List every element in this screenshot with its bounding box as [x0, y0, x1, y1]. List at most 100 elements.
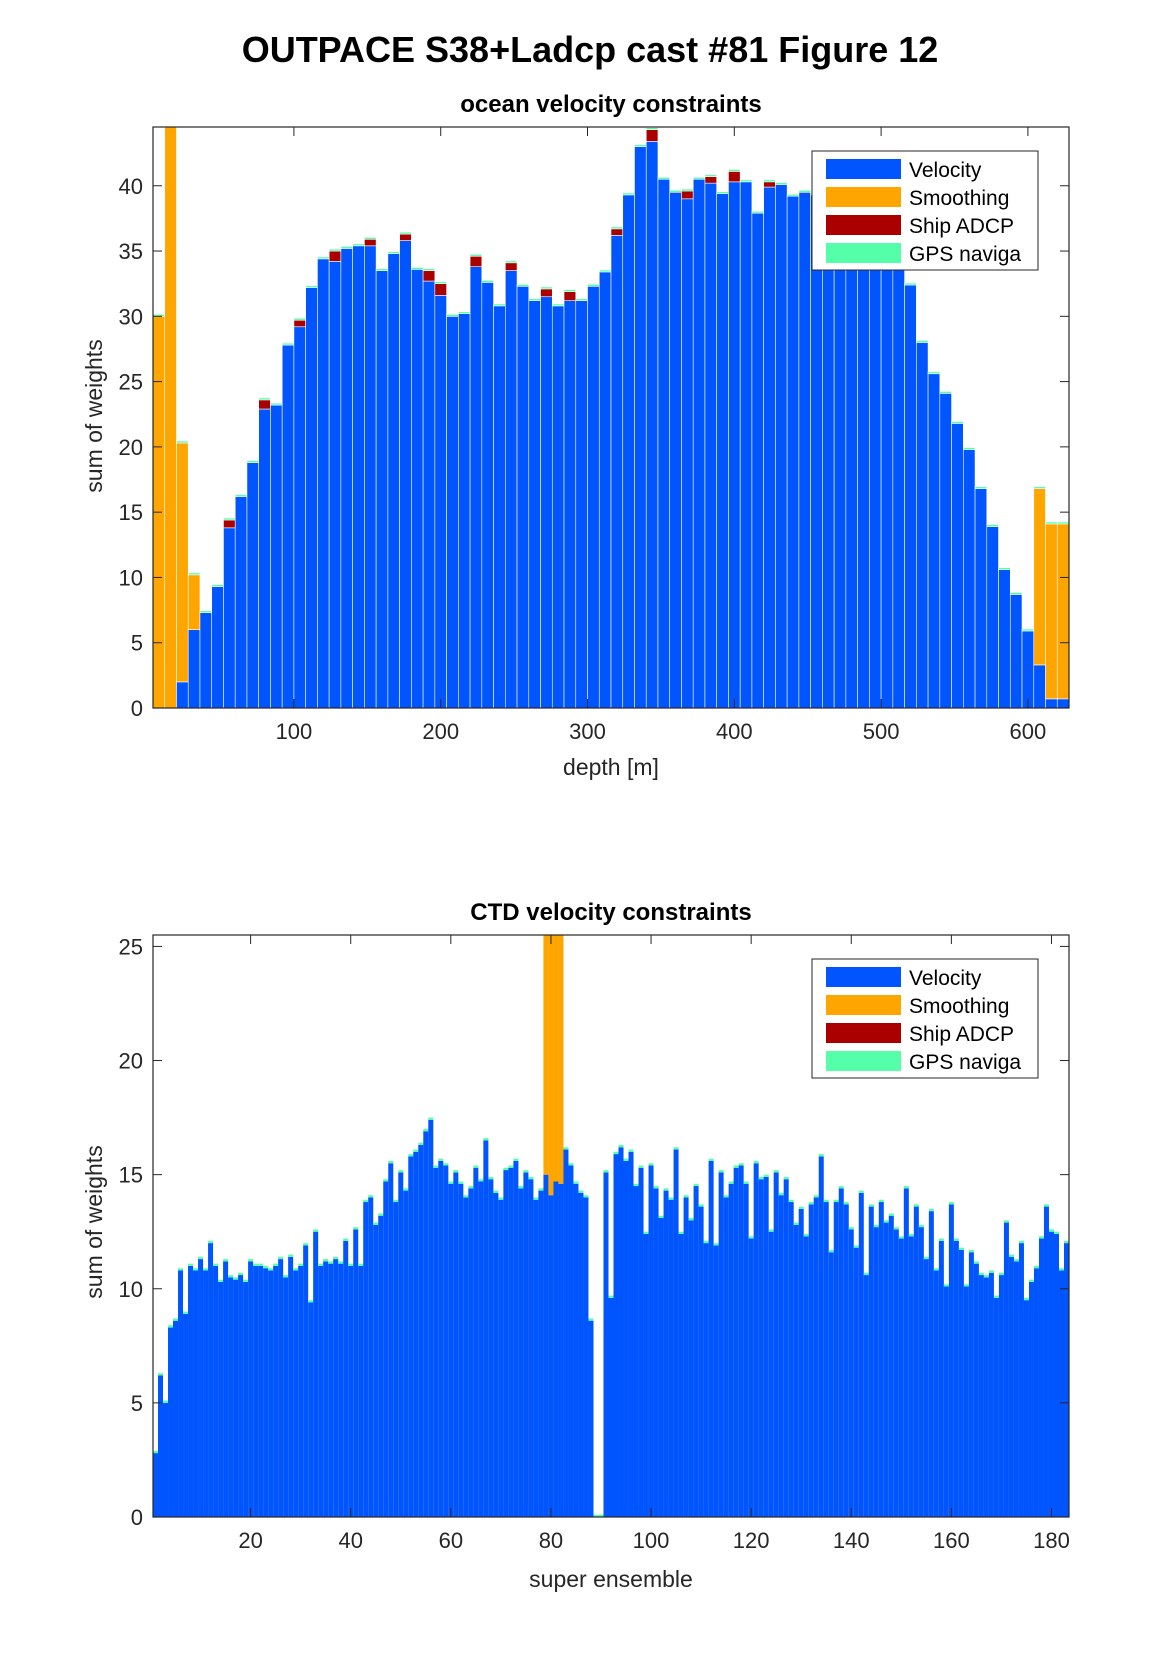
bar-gps-naviga — [213, 1263, 219, 1266]
bar-velocity — [713, 1245, 719, 1517]
bar-gps-naviga — [904, 282, 917, 286]
bar-velocity — [358, 1265, 364, 1517]
bar-gps-naviga — [328, 1261, 334, 1264]
bar-velocity — [883, 1222, 889, 1517]
bar-gps-naviga — [1058, 1268, 1064, 1271]
bar-gps-naviga — [463, 1195, 469, 1198]
bar-velocity — [692, 178, 706, 708]
bar-gps-naviga — [798, 1206, 804, 1209]
legend-ship-adcp-label: Ship ADCP — [909, 215, 1014, 238]
y-axis-label: sum of weights — [81, 339, 107, 492]
bar-gps-naviga — [428, 1117, 434, 1120]
bar-velocity — [603, 1172, 609, 1517]
bar-velocity — [663, 1190, 669, 1517]
bar-velocity — [258, 1265, 264, 1517]
bar-gps-naviga — [358, 1263, 364, 1266]
bar-velocity — [669, 191, 682, 708]
bar-velocity — [563, 300, 577, 708]
bar-gps-naviga — [483, 1138, 489, 1141]
bar-velocity — [892, 250, 905, 708]
bar-velocity — [833, 206, 847, 708]
bar-velocity — [1033, 664, 1046, 708]
bar-gps-naviga — [908, 1233, 914, 1237]
bar-velocity — [378, 1215, 384, 1517]
bar-gps-naviga — [638, 1165, 644, 1168]
bar-gps-naviga — [751, 210, 764, 214]
bar-velocity — [368, 1197, 374, 1517]
bar-gps-naviga — [263, 1265, 269, 1269]
bar-velocity — [913, 1206, 919, 1517]
bar-gps-naviga — [673, 1147, 679, 1150]
bar-velocity — [223, 1261, 229, 1517]
bar-velocity — [575, 300, 588, 708]
bar-smoothing — [558, 935, 564, 1184]
bar-velocity — [728, 181, 741, 708]
legend-velocity-swatch — [826, 159, 901, 179]
bar-velocity — [238, 1275, 244, 1517]
bar-gps-naviga — [748, 1236, 754, 1239]
bar-velocity — [208, 1243, 214, 1517]
bar-gps-naviga — [443, 1163, 449, 1166]
bar-velocity — [263, 1268, 269, 1517]
bar-velocity — [953, 1240, 959, 1517]
bar-velocity — [283, 1277, 289, 1517]
bar-velocity — [158, 1375, 164, 1517]
legend-smoothing-swatch — [826, 187, 901, 207]
bar-gps-naviga — [308, 1300, 314, 1303]
bar-gps-naviga — [718, 1170, 724, 1173]
bar-velocity — [333, 1259, 339, 1517]
bar-ship-adcp — [540, 288, 553, 298]
bar-gps-naviga — [593, 1514, 599, 1517]
bar-velocity — [728, 1183, 734, 1517]
bar-gps-naviga — [618, 1144, 624, 1148]
bar-gps-naviga — [918, 1224, 924, 1228]
bar-gps-naviga — [363, 1199, 369, 1203]
bar-gps-naviga — [1045, 521, 1058, 525]
bar-velocity — [568, 1165, 574, 1517]
bar-gps-naviga — [223, 517, 236, 521]
bar-velocity — [893, 1229, 899, 1517]
bar-velocity — [978, 1275, 984, 1517]
bar-gps-naviga — [808, 1202, 814, 1205]
bar-velocity — [1018, 1243, 1024, 1517]
bar-velocity — [411, 269, 424, 708]
bar-velocity — [958, 1249, 964, 1517]
bar-velocity — [388, 1163, 394, 1517]
bar-gps-naviga — [733, 1165, 739, 1168]
bar-velocity — [1021, 630, 1035, 708]
legend-smoothing-label: Smoothing — [909, 187, 1009, 210]
bar-velocity — [658, 1218, 664, 1517]
bar-velocity — [348, 1265, 354, 1517]
bar-smoothing — [1045, 523, 1058, 700]
bar-gps-naviga — [743, 1181, 749, 1184]
bar-velocity — [793, 1224, 799, 1517]
bar-smoothing — [548, 935, 554, 1196]
bar-gps-naviga — [668, 1197, 674, 1200]
bar-velocity — [868, 1206, 874, 1517]
bar-gps-naviga — [413, 1149, 419, 1152]
bar-velocity — [1003, 1222, 1009, 1517]
tick-labels: 20 40 60 80 100 120 140 160 180 0 5 10 15 20 25 — [119, 934, 1070, 1553]
bar-gps-naviga — [863, 1272, 869, 1276]
bar-gps-naviga — [373, 1222, 379, 1225]
bars-layer — [153, 127, 1069, 708]
bar-velocity — [622, 194, 635, 708]
bar-gps-naviga — [228, 1275, 234, 1278]
bar-gps-naviga — [873, 1224, 879, 1228]
bar-gps-naviga — [786, 193, 800, 197]
bar-gps-naviga — [293, 317, 306, 321]
legend: Velocity Smoothing Ship ADCP GPS naviga — [811, 958, 1039, 1079]
bar-gps-naviga — [246, 460, 259, 463]
bar-gps-naviga — [411, 267, 424, 270]
x-tick-label: 80 — [539, 1528, 563, 1553]
bar-gps-naviga — [723, 1195, 729, 1198]
y-tick-label: 0 — [131, 696, 143, 721]
bar-velocity — [183, 1313, 189, 1517]
bar-gps-naviga — [183, 1311, 189, 1314]
bar-gps-naviga — [818, 1154, 824, 1157]
bar-velocity — [818, 1156, 824, 1517]
bar-gps-naviga — [278, 1256, 284, 1260]
bar-velocity — [393, 1202, 399, 1517]
bar-ship-adcp — [505, 262, 518, 271]
bar-gps-naviga — [688, 1218, 694, 1221]
